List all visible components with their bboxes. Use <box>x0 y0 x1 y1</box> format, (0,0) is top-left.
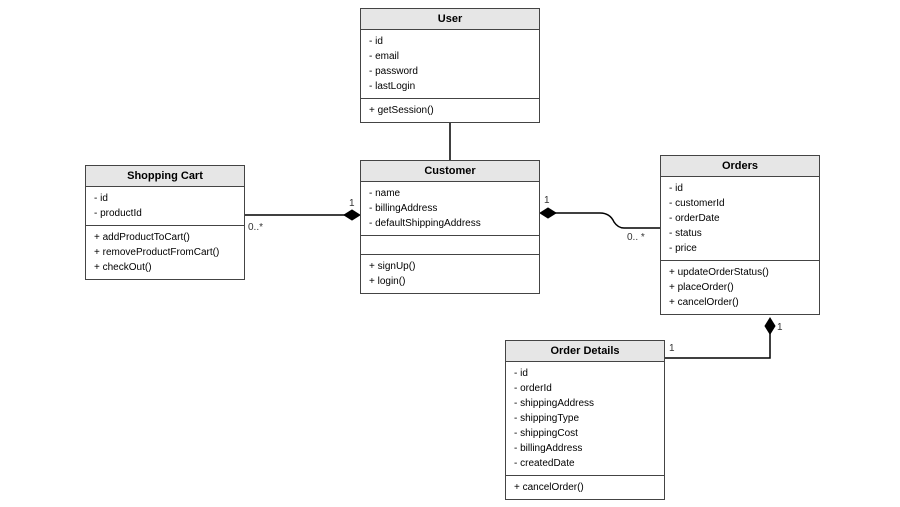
methods: + signUp() + login() <box>361 255 539 293</box>
class-title: Shopping Cart <box>86 166 244 187</box>
diamond-customer-cart <box>344 210 360 220</box>
methods: + cancelOrder() <box>506 476 664 499</box>
multiplicity-label: 1 <box>669 343 675 354</box>
multiplicity-label: 0.. * <box>627 232 645 243</box>
methods: + addProductToCart() + removeProductFrom… <box>86 226 244 279</box>
class-user: User - id - email - password - lastLogin… <box>360 8 540 123</box>
class-orders: Orders - id - customerId - orderDate - s… <box>660 155 820 315</box>
class-order-details: Order Details - id - orderId - shippingA… <box>505 340 665 500</box>
attributes: - id - customerId - orderDate - status -… <box>661 177 819 261</box>
class-title: Order Details <box>506 341 664 362</box>
multiplicity-label: 1 <box>544 195 550 206</box>
attributes: - id - productId <box>86 187 244 226</box>
diamond-customer-orders <box>540 208 556 218</box>
edge-orders-details <box>665 326 770 358</box>
edge-customer-orders <box>548 213 660 228</box>
class-title: User <box>361 9 539 30</box>
attributes: - id - orderId - shippingAddress - shipp… <box>506 362 664 476</box>
diamond-orders-details <box>765 318 775 334</box>
methods: + getSession() <box>361 99 539 122</box>
methods: + updateOrderStatus() + placeOrder() + c… <box>661 261 819 314</box>
multiplicity-label: 0..* <box>248 222 263 233</box>
empty-compartment <box>361 236 539 255</box>
multiplicity-label: 1 <box>777 322 783 333</box>
attributes: - id - email - password - lastLogin <box>361 30 539 99</box>
class-title: Customer <box>361 161 539 182</box>
diagram-canvas: User - id - email - password - lastLogin… <box>0 0 900 507</box>
class-shopping-cart: Shopping Cart - id - productId + addProd… <box>85 165 245 280</box>
multiplicity-label: 1 <box>349 198 355 209</box>
attributes: - name - billingAddress - defaultShippin… <box>361 182 539 236</box>
class-customer: Customer - name - billingAddress - defau… <box>360 160 540 294</box>
class-title: Orders <box>661 156 819 177</box>
